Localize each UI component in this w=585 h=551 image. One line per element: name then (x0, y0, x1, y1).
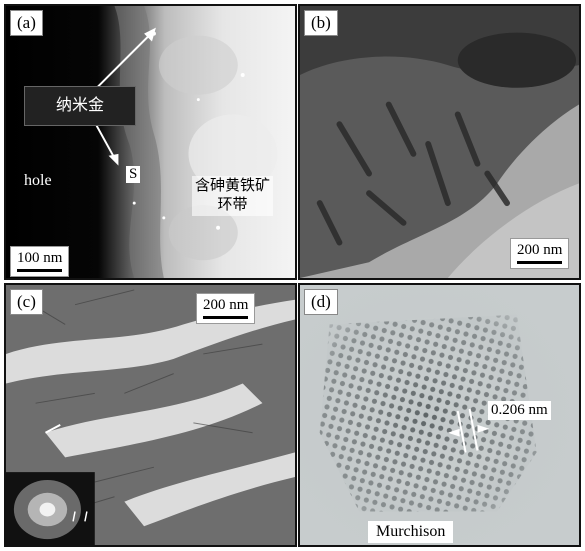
panel-c: (c) 200 nm (4, 283, 297, 547)
panel-a-label: (a) (10, 10, 43, 36)
panel-c-label: (c) (10, 289, 43, 315)
panel-b-scalebar: 200 nm (510, 238, 570, 269)
panel-b-scale-text: 200 nm (517, 242, 563, 258)
panel-c-image (6, 285, 295, 545)
panel-b-label: (b) (304, 10, 338, 36)
panel-b-scale-bar (517, 261, 563, 264)
panel-c-scale-text: 200 nm (203, 297, 249, 313)
panel-d: (d) 0.206 nm Murchison (298, 283, 581, 547)
panel-a-scalebar: 100 nm (10, 246, 70, 277)
nano-gold-callout: 纳米金 (24, 86, 136, 126)
rim-label-line2: 环带 (217, 197, 248, 213)
panel-a-scale-text: 100 nm (17, 250, 63, 266)
s-marker: S (126, 166, 141, 183)
panel-a-scale-bar (17, 269, 63, 272)
rim-label-line1: 含砷黄铁矿 (195, 178, 271, 194)
panel-a: (a) 纳米金 hole S 含砷黄铁矿 环带 100 nm (4, 4, 297, 280)
lattice-spacing-label: 0.206 nm (488, 401, 551, 420)
sample-name-label: Murchison (368, 521, 454, 543)
panel-b: (b) 200 nm (298, 4, 581, 280)
panel-a-image (6, 6, 295, 278)
arsenian-pyrite-rim-label: 含砷黄铁矿 环带 (192, 176, 274, 216)
hole-label: hole (24, 172, 52, 189)
panel-c-scalebar: 200 nm (196, 293, 256, 324)
panel-b-image (300, 6, 579, 278)
panel-d-label: (d) (304, 289, 338, 315)
panel-c-scale-bar (203, 316, 249, 319)
